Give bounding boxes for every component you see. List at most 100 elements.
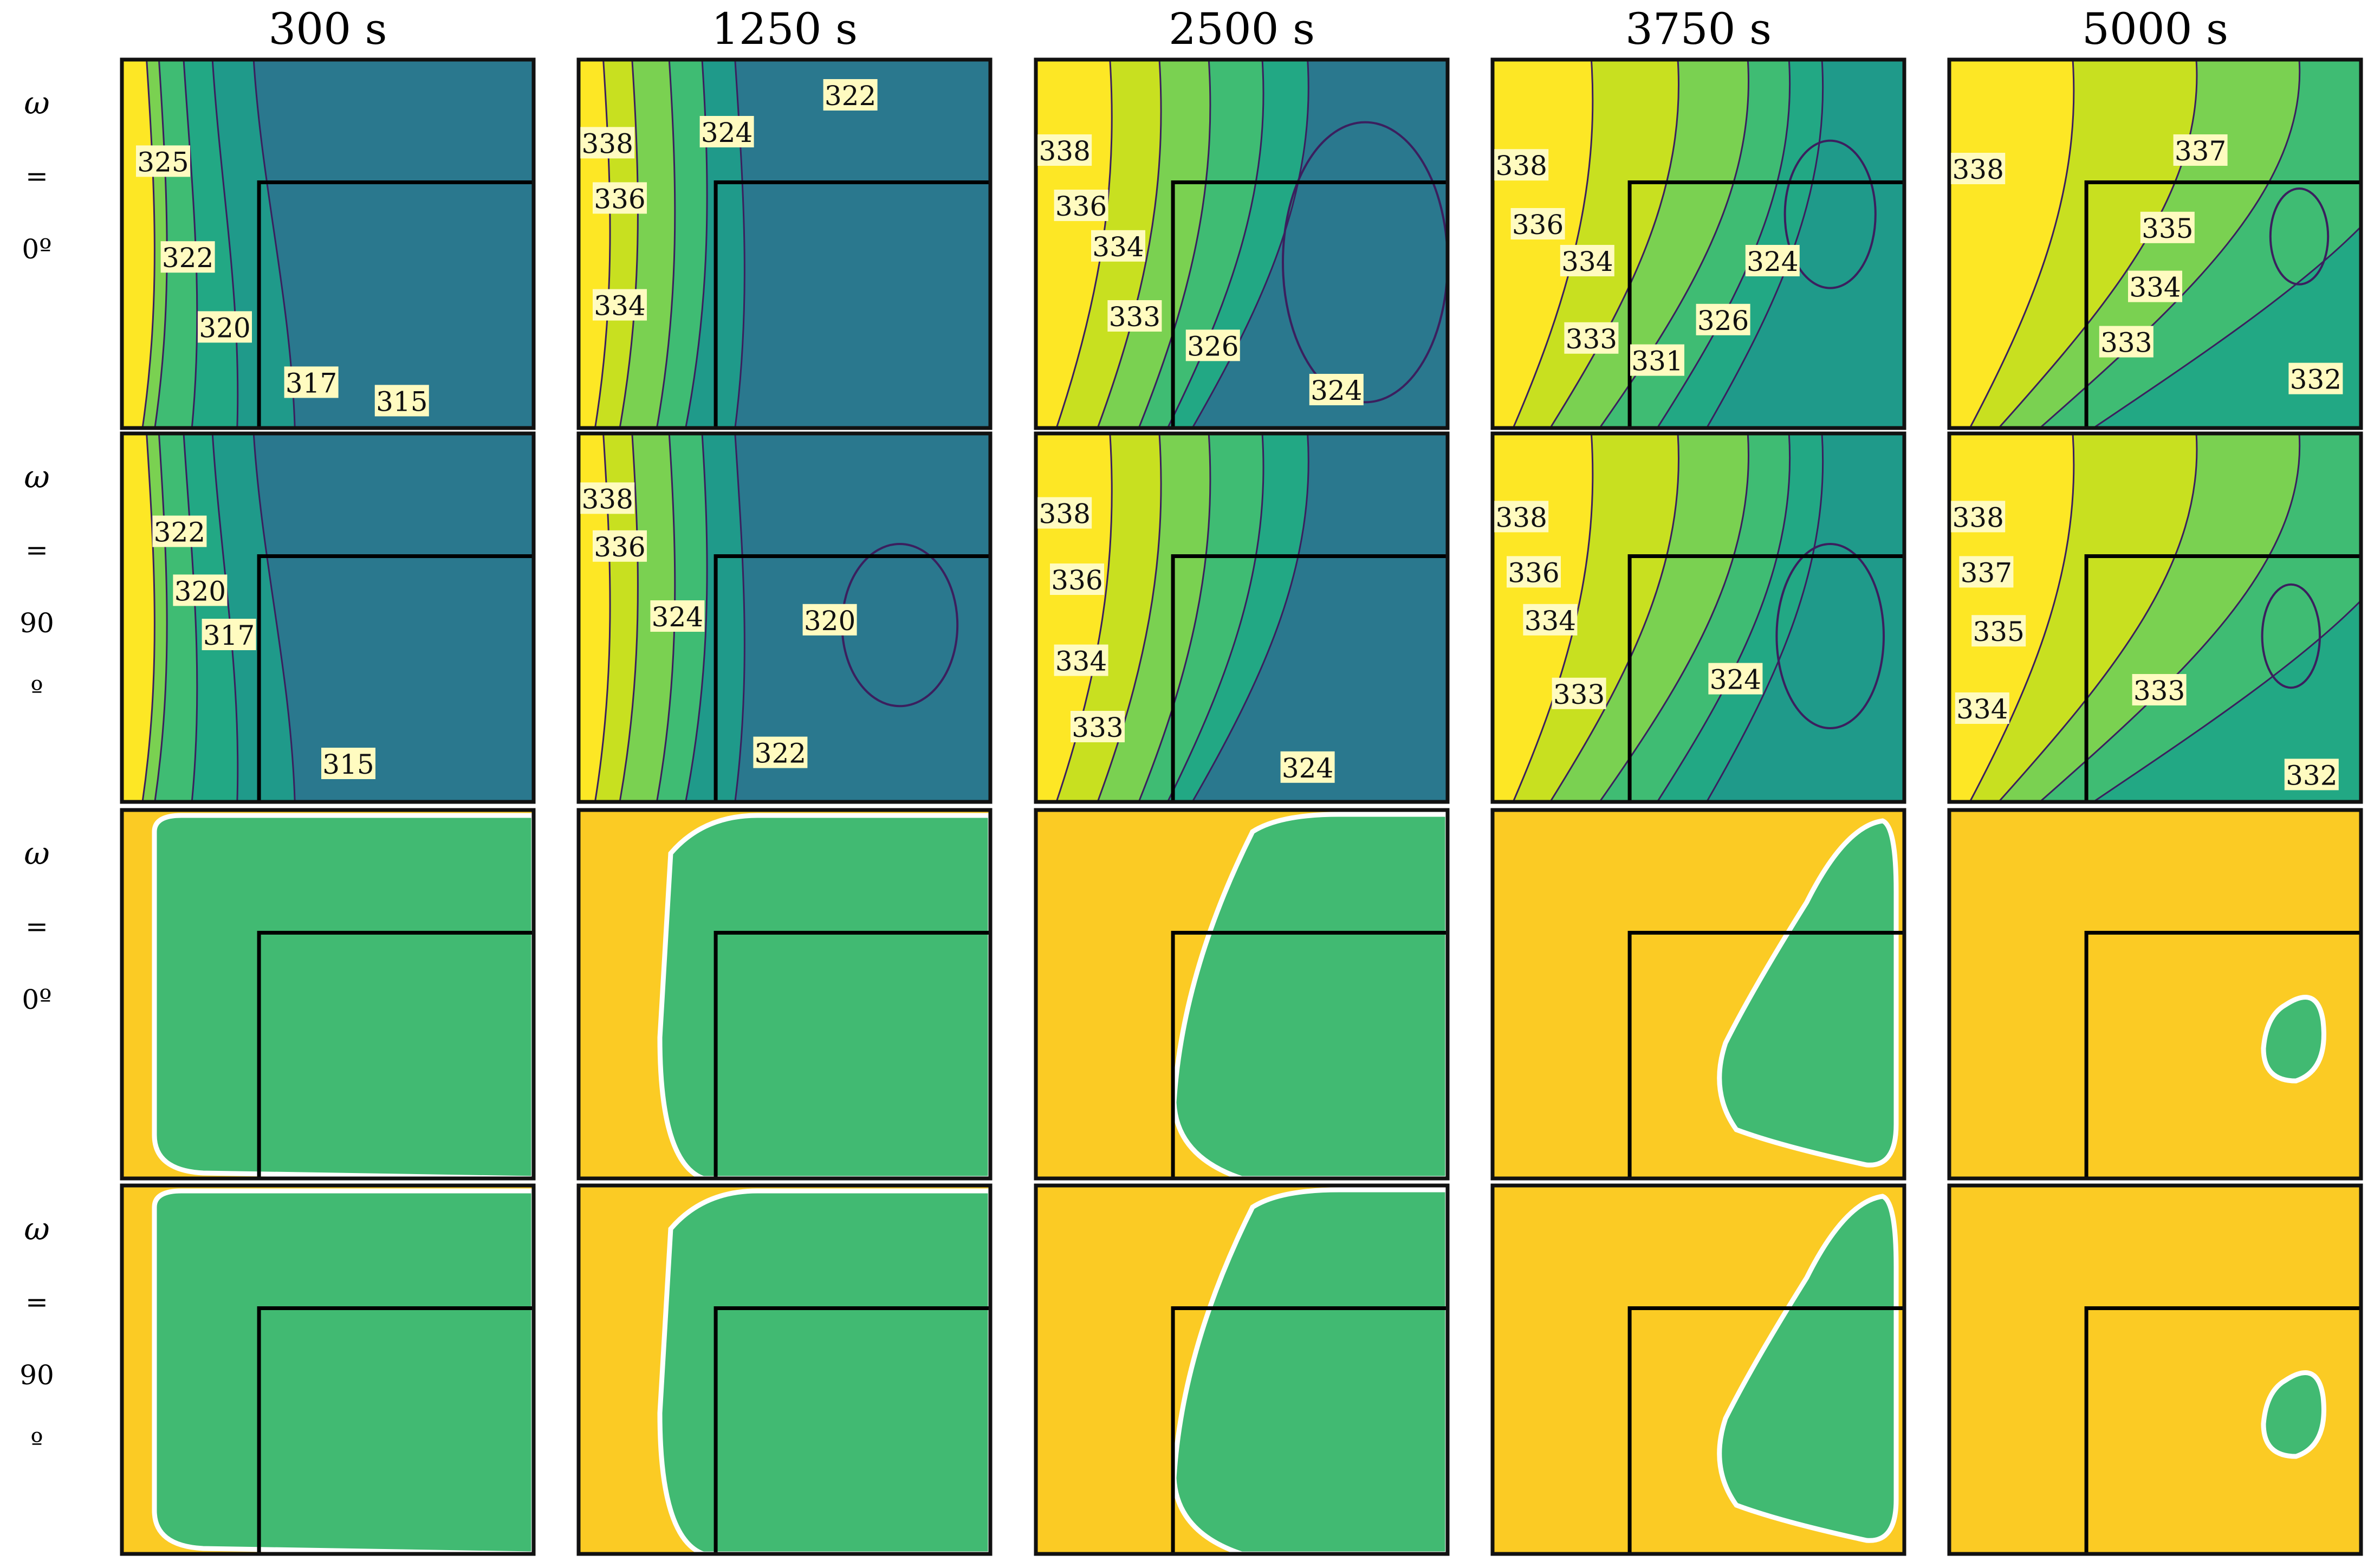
contour-label-text: 333: [2100, 327, 2152, 359]
fin-outline: [257, 1306, 534, 1554]
contour-label-text: 336: [1051, 565, 1102, 596]
contour-label: 336: [1050, 563, 1104, 596]
panel-r2-c3: [1490, 808, 1906, 1181]
fin-outline: [1171, 1306, 1448, 1554]
contour-label-text: 315: [376, 386, 427, 417]
liquid-region: [1171, 812, 1448, 1178]
contour-label-text: 322: [825, 80, 876, 112]
contour-label: 333: [1552, 677, 1606, 710]
row-label-3-2: 90: [20, 1359, 54, 1391]
panel-r0-c1: 322 338 324 336 334: [576, 57, 993, 430]
contour-label-bg: [1696, 303, 1750, 335]
contour-label-bg: [2284, 759, 2339, 791]
contour-label: 325: [136, 145, 190, 178]
contour-label-bg: [2173, 134, 2228, 166]
contour-label: 320: [802, 604, 857, 637]
contour-label-bg: [1971, 615, 2026, 647]
fin-outline: [1627, 554, 1904, 802]
contour-label-text: 333: [1566, 323, 1617, 355]
contour-label: 338: [1951, 501, 2006, 533]
panel-r0-c2: 338 336 334 333 326 324: [1034, 57, 1450, 430]
contour-label-text: 322: [162, 242, 213, 274]
contour-label-bg: [593, 182, 647, 214]
contour-label: 324: [1309, 374, 1364, 406]
liquid-region: [152, 1188, 534, 1554]
contour-label-bg: [2099, 326, 2154, 358]
fin-outline: [1171, 930, 1448, 1178]
contour-label-text: 320: [199, 312, 250, 344]
contour-label-bg: [160, 241, 215, 273]
row-label-2-0: ω: [24, 835, 50, 872]
contour-label-bg: [823, 79, 878, 111]
contour-label: 338: [580, 482, 635, 515]
fin-outline: [2084, 554, 2361, 802]
contour-label-bg: [173, 574, 228, 606]
contour-label-text: 317: [286, 367, 337, 399]
panel-r1-c2: 338 336 334 333 324: [1034, 431, 1450, 804]
panel-r0-c0: 325 322 320 317 315: [120, 57, 536, 430]
contour-label-text: 338: [1039, 135, 1090, 167]
panel-r2-c0: [120, 808, 536, 1181]
contour-label: 322: [753, 736, 808, 769]
vortex-contour: [1783, 139, 1877, 289]
contour-label-text: 337: [2175, 135, 2226, 167]
liquid-region: [2261, 994, 2326, 1084]
panel-frame: [576, 1183, 993, 1556]
row-label-1-1: =: [25, 534, 48, 566]
panel-r3-c2: [1034, 1183, 1450, 1556]
contour-label-bg: [1071, 711, 1125, 742]
contour-label-text: 336: [1055, 191, 1107, 222]
liquid-region: [657, 813, 990, 1178]
contour-label: 336: [1507, 556, 1561, 588]
contour-label-bg: [1494, 149, 1549, 181]
contour-label: 320: [198, 311, 252, 344]
contour-label-text: 324: [1311, 375, 1362, 406]
panel-r0-c4: 338 337 335 334 333 332: [1947, 57, 2363, 430]
contour-label: 335: [1971, 615, 2026, 647]
column-title-3: 3750 s: [1625, 4, 1772, 54]
contour-label-text: 332: [2286, 760, 2337, 791]
contour-label-text: 326: [1697, 305, 1749, 336]
contour-label: 326: [1696, 303, 1750, 336]
contour-label-text: 335: [2142, 213, 2193, 244]
solid-region: [1949, 1185, 2361, 1554]
contour-label-text: 334: [594, 290, 645, 322]
contour-label-text: 334: [1525, 605, 1576, 637]
contour-label-text: 333: [2133, 675, 2185, 707]
contour-label-bg: [374, 385, 429, 417]
contour-label: 338: [580, 127, 635, 159]
fin-outline: [257, 930, 534, 1178]
contour-label: 322: [160, 241, 215, 274]
contour-label: 337: [1959, 556, 2014, 588]
contour-label-text: 338: [581, 128, 633, 159]
contour-label: 332: [2288, 362, 2343, 396]
contour-label: 324: [699, 116, 754, 148]
contour-label-text: 324: [1710, 664, 1761, 696]
contour-label-bg: [1510, 208, 1565, 239]
column-title-1: 1250 s: [711, 4, 858, 54]
contour-label-bg: [1107, 300, 1162, 332]
liquid-region: [152, 813, 534, 1178]
contour-label-text: 317: [203, 620, 255, 651]
vortex-contour: [2269, 187, 2330, 286]
contour-label-bg: [753, 736, 808, 768]
panel-r1-c3: 338 336 334 333 324: [1490, 431, 1906, 804]
contour-label-bg: [1494, 501, 1549, 533]
row-label-3-0: ω: [24, 1210, 50, 1247]
contour-label-bg: [1552, 677, 1606, 709]
contour-label-bg: [284, 366, 339, 398]
contour-label-bg: [1523, 604, 1578, 636]
contour-label-bg: [2140, 211, 2195, 243]
panel-frame: [1034, 57, 1450, 430]
contour-label-text: 334: [1092, 231, 1144, 263]
contour-label-bg: [1091, 230, 1145, 262]
contour-label-bg: [1955, 692, 2009, 724]
panel-r1-c0: 322 320 317 315: [120, 431, 536, 804]
contour-label-text: 336: [1508, 557, 1559, 588]
contour-band: [122, 60, 155, 428]
panel-r2-c2: [1034, 808, 1450, 1181]
panel-frame: [1947, 1183, 2363, 1556]
contour-label-text: 334: [1055, 646, 1107, 677]
contour-label-text: 336: [594, 183, 645, 215]
